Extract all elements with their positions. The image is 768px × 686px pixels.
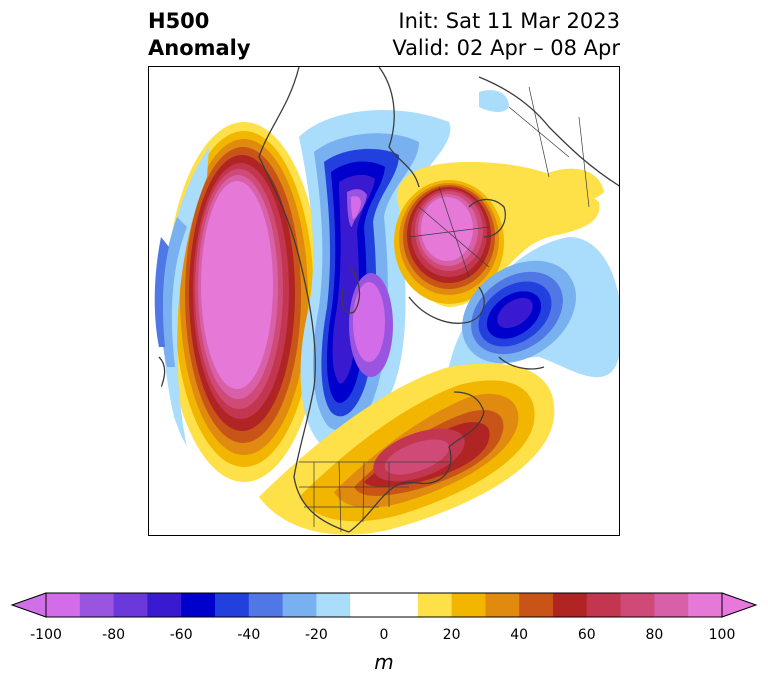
colorbar-segment [384, 593, 419, 617]
colorbar-outline [45, 592, 723, 618]
colorbar-segment [350, 593, 385, 617]
colorbar-tick-label: 20 [442, 627, 461, 643]
colorbar-segment [113, 593, 148, 617]
colorbar-segment [282, 593, 317, 617]
west-pacific-trough-anomaly [154, 147, 209, 457]
canada-trough-anomaly [299, 110, 451, 450]
title-variable: H500 [148, 9, 210, 33]
colorbar-segment [553, 593, 588, 617]
colorbar-tick-label: 80 [645, 627, 664, 643]
colorbar-segment [451, 593, 486, 617]
colorbar-segment [654, 593, 689, 617]
colorbar-segment [620, 593, 655, 617]
anomaly-map [154, 67, 619, 535]
colorbar-segment [181, 593, 216, 617]
colorbar-unit-label: m [374, 650, 394, 674]
colorbar-tick-label: 60 [577, 627, 596, 643]
init-date: Init: Sat 11 Mar 2023 [398, 9, 620, 33]
europe-trough-anomaly [449, 90, 619, 378]
colorbar-segment [417, 593, 453, 617]
colorbar-tick-label: -100 [30, 627, 62, 643]
colorbar-segment [586, 593, 622, 617]
colorbar-tick-label: 40 [510, 627, 529, 643]
colorbar-tick-label: -40 [237, 627, 261, 643]
colorbar-segment [46, 593, 81, 617]
colorbar-segment [147, 593, 182, 617]
colorbar-segment [519, 593, 554, 617]
eastern-us-ridge-anomaly [259, 363, 555, 535]
colorbar-segment [316, 593, 351, 617]
pacific-ridge-anomaly [166, 122, 322, 482]
colorbar-segment [79, 593, 115, 617]
colorbar-over-triangle [721, 592, 758, 618]
colorbar-segment [215, 593, 250, 617]
colorbar-tick-label: -60 [169, 627, 193, 643]
colorbar-segments [46, 593, 723, 617]
colorbar-segment [248, 593, 284, 617]
colorbar-tick-label: 0 [379, 627, 389, 643]
title-right: Init: Sat 11 Mar 2023 Valid: 02 Apr – 08… [392, 8, 620, 62]
colorbar-tick-label: 100 [708, 627, 736, 643]
valid-range: Valid: 02 Apr – 08 Apr [392, 36, 620, 60]
political-borders [299, 86, 590, 533]
title-field: Anomaly [148, 36, 251, 60]
colorbar-tick-label: -20 [304, 627, 328, 643]
colorbar-tick-label: -80 [102, 627, 126, 643]
colorbar-segment [688, 593, 723, 617]
map-panel [148, 66, 620, 536]
colorbar-under-triangle [10, 592, 47, 618]
colorbar [10, 592, 758, 618]
colorbar-segment [485, 593, 520, 617]
title-left: H500 Anomaly [148, 8, 251, 62]
